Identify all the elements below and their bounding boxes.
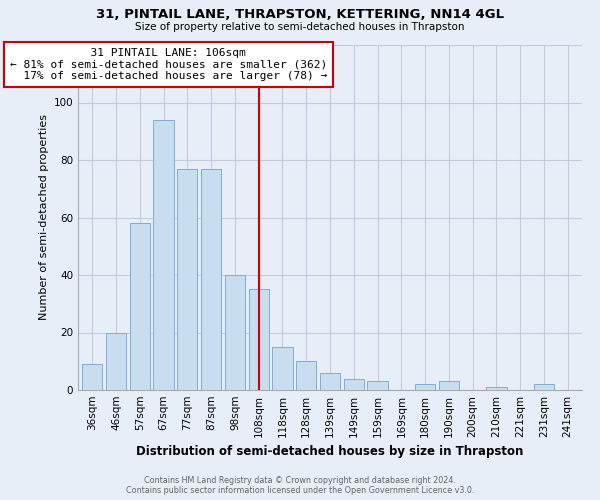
Bar [177,168,197,390]
Bar [320,373,340,390]
Y-axis label: Number of semi-detached properties: Number of semi-detached properties [39,114,49,320]
Text: 31, PINTAIL LANE, THRAPSTON, KETTERING, NN14 4GL: 31, PINTAIL LANE, THRAPSTON, KETTERING, … [96,8,504,20]
Bar [415,384,435,390]
Bar [487,387,506,390]
Bar [154,120,173,390]
Bar [439,382,459,390]
Bar [534,384,554,390]
Bar [296,361,316,390]
Bar [130,223,150,390]
Bar [82,364,103,390]
Bar [248,290,269,390]
Bar [272,347,293,390]
Text: 31 PINTAIL LANE: 106sqm  
← 81% of semi-detached houses are smaller (362)
  17% : 31 PINTAIL LANE: 106sqm ← 81% of semi-de… [10,48,327,81]
Bar [106,332,126,390]
Text: Size of property relative to semi-detached houses in Thrapston: Size of property relative to semi-detach… [135,22,465,32]
Bar [367,382,388,390]
Text: Contains HM Land Registry data © Crown copyright and database right 2024.
Contai: Contains HM Land Registry data © Crown c… [126,476,474,495]
X-axis label: Distribution of semi-detached houses by size in Thrapston: Distribution of semi-detached houses by … [136,446,524,458]
Bar [201,168,221,390]
Bar [225,275,245,390]
Bar [344,378,364,390]
